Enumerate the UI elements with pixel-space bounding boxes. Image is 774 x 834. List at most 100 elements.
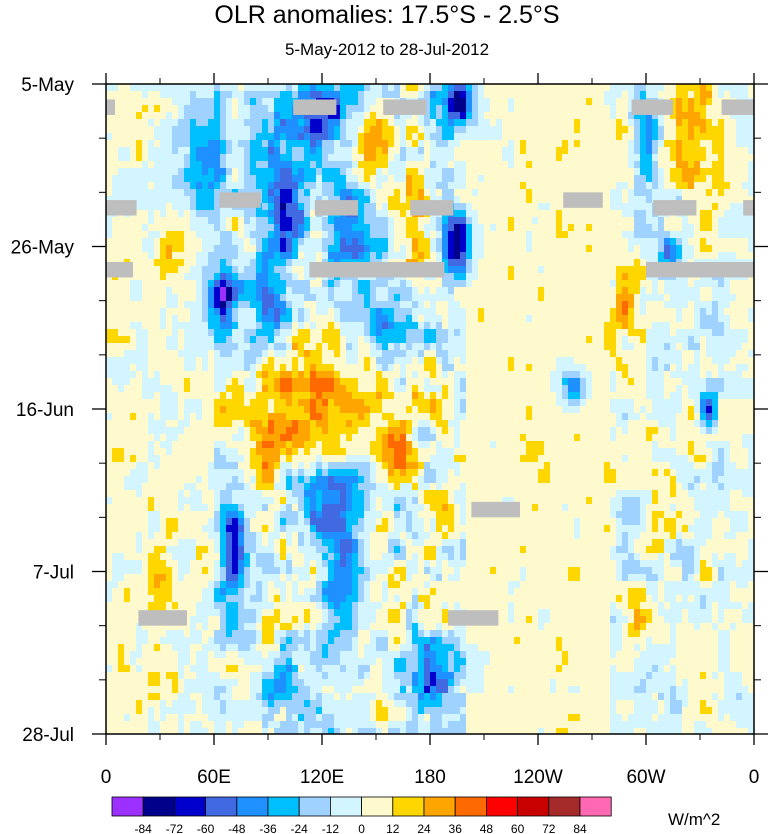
heatmap-cell [592, 154, 599, 162]
heatmap-cell [448, 273, 455, 281]
heatmap-cell [562, 168, 569, 176]
heatmap-cell [400, 175, 407, 183]
heatmap-cell [586, 364, 593, 372]
heatmap-cell [238, 336, 245, 344]
heatmap-cell [382, 196, 389, 204]
heatmap-cell [382, 182, 389, 190]
heatmap-cell [478, 189, 485, 197]
heatmap-cell [292, 266, 299, 274]
heatmap-cell [316, 119, 323, 127]
heatmap-cell [346, 329, 353, 337]
heatmap-cell [670, 224, 677, 232]
heatmap-cell [136, 294, 143, 302]
heatmap-cell [178, 217, 185, 225]
heatmap-cell [130, 154, 137, 162]
heatmap-cell [178, 84, 185, 92]
heatmap-cell [124, 217, 131, 225]
heatmap-cell [562, 147, 569, 155]
heatmap-cell [214, 322, 221, 330]
heatmap-cell [178, 147, 185, 155]
heatmap-cell [166, 119, 173, 127]
heatmap-cell [736, 350, 743, 358]
heatmap-cell [328, 140, 335, 148]
heatmap-cell [634, 147, 641, 155]
heatmap-cell [598, 308, 605, 316]
heatmap-cell [130, 112, 137, 120]
heatmap-cell [220, 280, 227, 288]
heatmap-cell [232, 280, 239, 288]
heatmap-cell [184, 266, 191, 274]
heatmap-cell [292, 112, 299, 120]
heatmap-cell [172, 273, 179, 281]
heatmap-cell [712, 378, 719, 386]
heatmap-cell [346, 385, 353, 393]
heatmap-cell [454, 385, 461, 393]
heatmap-cell [652, 147, 659, 155]
heatmap-cell [130, 301, 137, 309]
heatmap-cell [208, 294, 215, 302]
heatmap-cell [358, 175, 365, 183]
heatmap-cell [220, 105, 227, 113]
heatmap-cell [364, 329, 371, 337]
heatmap-cell [400, 210, 407, 218]
heatmap-cell [460, 105, 467, 113]
heatmap-cell [604, 224, 611, 232]
heatmap-cell [484, 357, 491, 365]
heatmap-cell [568, 322, 575, 330]
heatmap-cell [106, 308, 113, 316]
heatmap-cell [256, 231, 263, 239]
heatmap-cell [130, 105, 137, 113]
heatmap-cell [724, 182, 731, 190]
heatmap-cell [328, 84, 335, 92]
heatmap-cell [148, 273, 155, 281]
heatmap-cell [262, 392, 269, 400]
heatmap-cell [448, 224, 455, 232]
heatmap-cell [628, 168, 635, 176]
heatmap-cell [712, 126, 719, 134]
heatmap-cell [412, 133, 419, 141]
heatmap-cell [178, 322, 185, 330]
heatmap-cell [610, 371, 617, 379]
heatmap-cell [364, 350, 371, 358]
heatmap-cell [310, 301, 317, 309]
heatmap-cell [550, 154, 557, 162]
heatmap-cell [166, 378, 173, 386]
heatmap-cell [232, 273, 239, 281]
heatmap-cell [604, 140, 611, 148]
heatmap-cell [634, 189, 641, 197]
heatmap-cell [340, 399, 347, 407]
heatmap-cell [118, 392, 125, 400]
heatmap-cell [652, 308, 659, 316]
heatmap-cell [634, 385, 641, 393]
heatmap-cell [592, 322, 599, 330]
heatmap-cell [250, 385, 257, 393]
heatmap-cell [634, 231, 641, 239]
heatmap-cell [454, 336, 461, 344]
heatmap-cell [166, 245, 173, 253]
heatmap-cell [136, 154, 143, 162]
heatmap-cell [358, 196, 365, 204]
heatmap-cell [214, 294, 221, 302]
heatmap-cell [706, 329, 713, 337]
heatmap-cell [562, 343, 569, 351]
heatmap-cell [628, 364, 635, 372]
heatmap-cell [340, 98, 347, 106]
heatmap-cell [628, 217, 635, 225]
heatmap-cell [160, 105, 167, 113]
heatmap-cell [226, 259, 233, 267]
heatmap-cell [316, 301, 323, 309]
heatmap-cell [388, 336, 395, 344]
heatmap-cell [466, 189, 473, 197]
heatmap-cell [568, 161, 575, 169]
heatmap-cell [640, 217, 647, 225]
heatmap-cell [622, 357, 629, 365]
heatmap-cell [706, 112, 713, 120]
heatmap-cell [556, 266, 563, 274]
heatmap-cell [178, 245, 185, 253]
heatmap-cell [640, 287, 647, 295]
heatmap-cell [298, 231, 305, 239]
heatmap-cell [622, 280, 629, 288]
heatmap-cell [532, 98, 539, 106]
heatmap-cell [304, 196, 311, 204]
heatmap-cell [490, 378, 497, 386]
